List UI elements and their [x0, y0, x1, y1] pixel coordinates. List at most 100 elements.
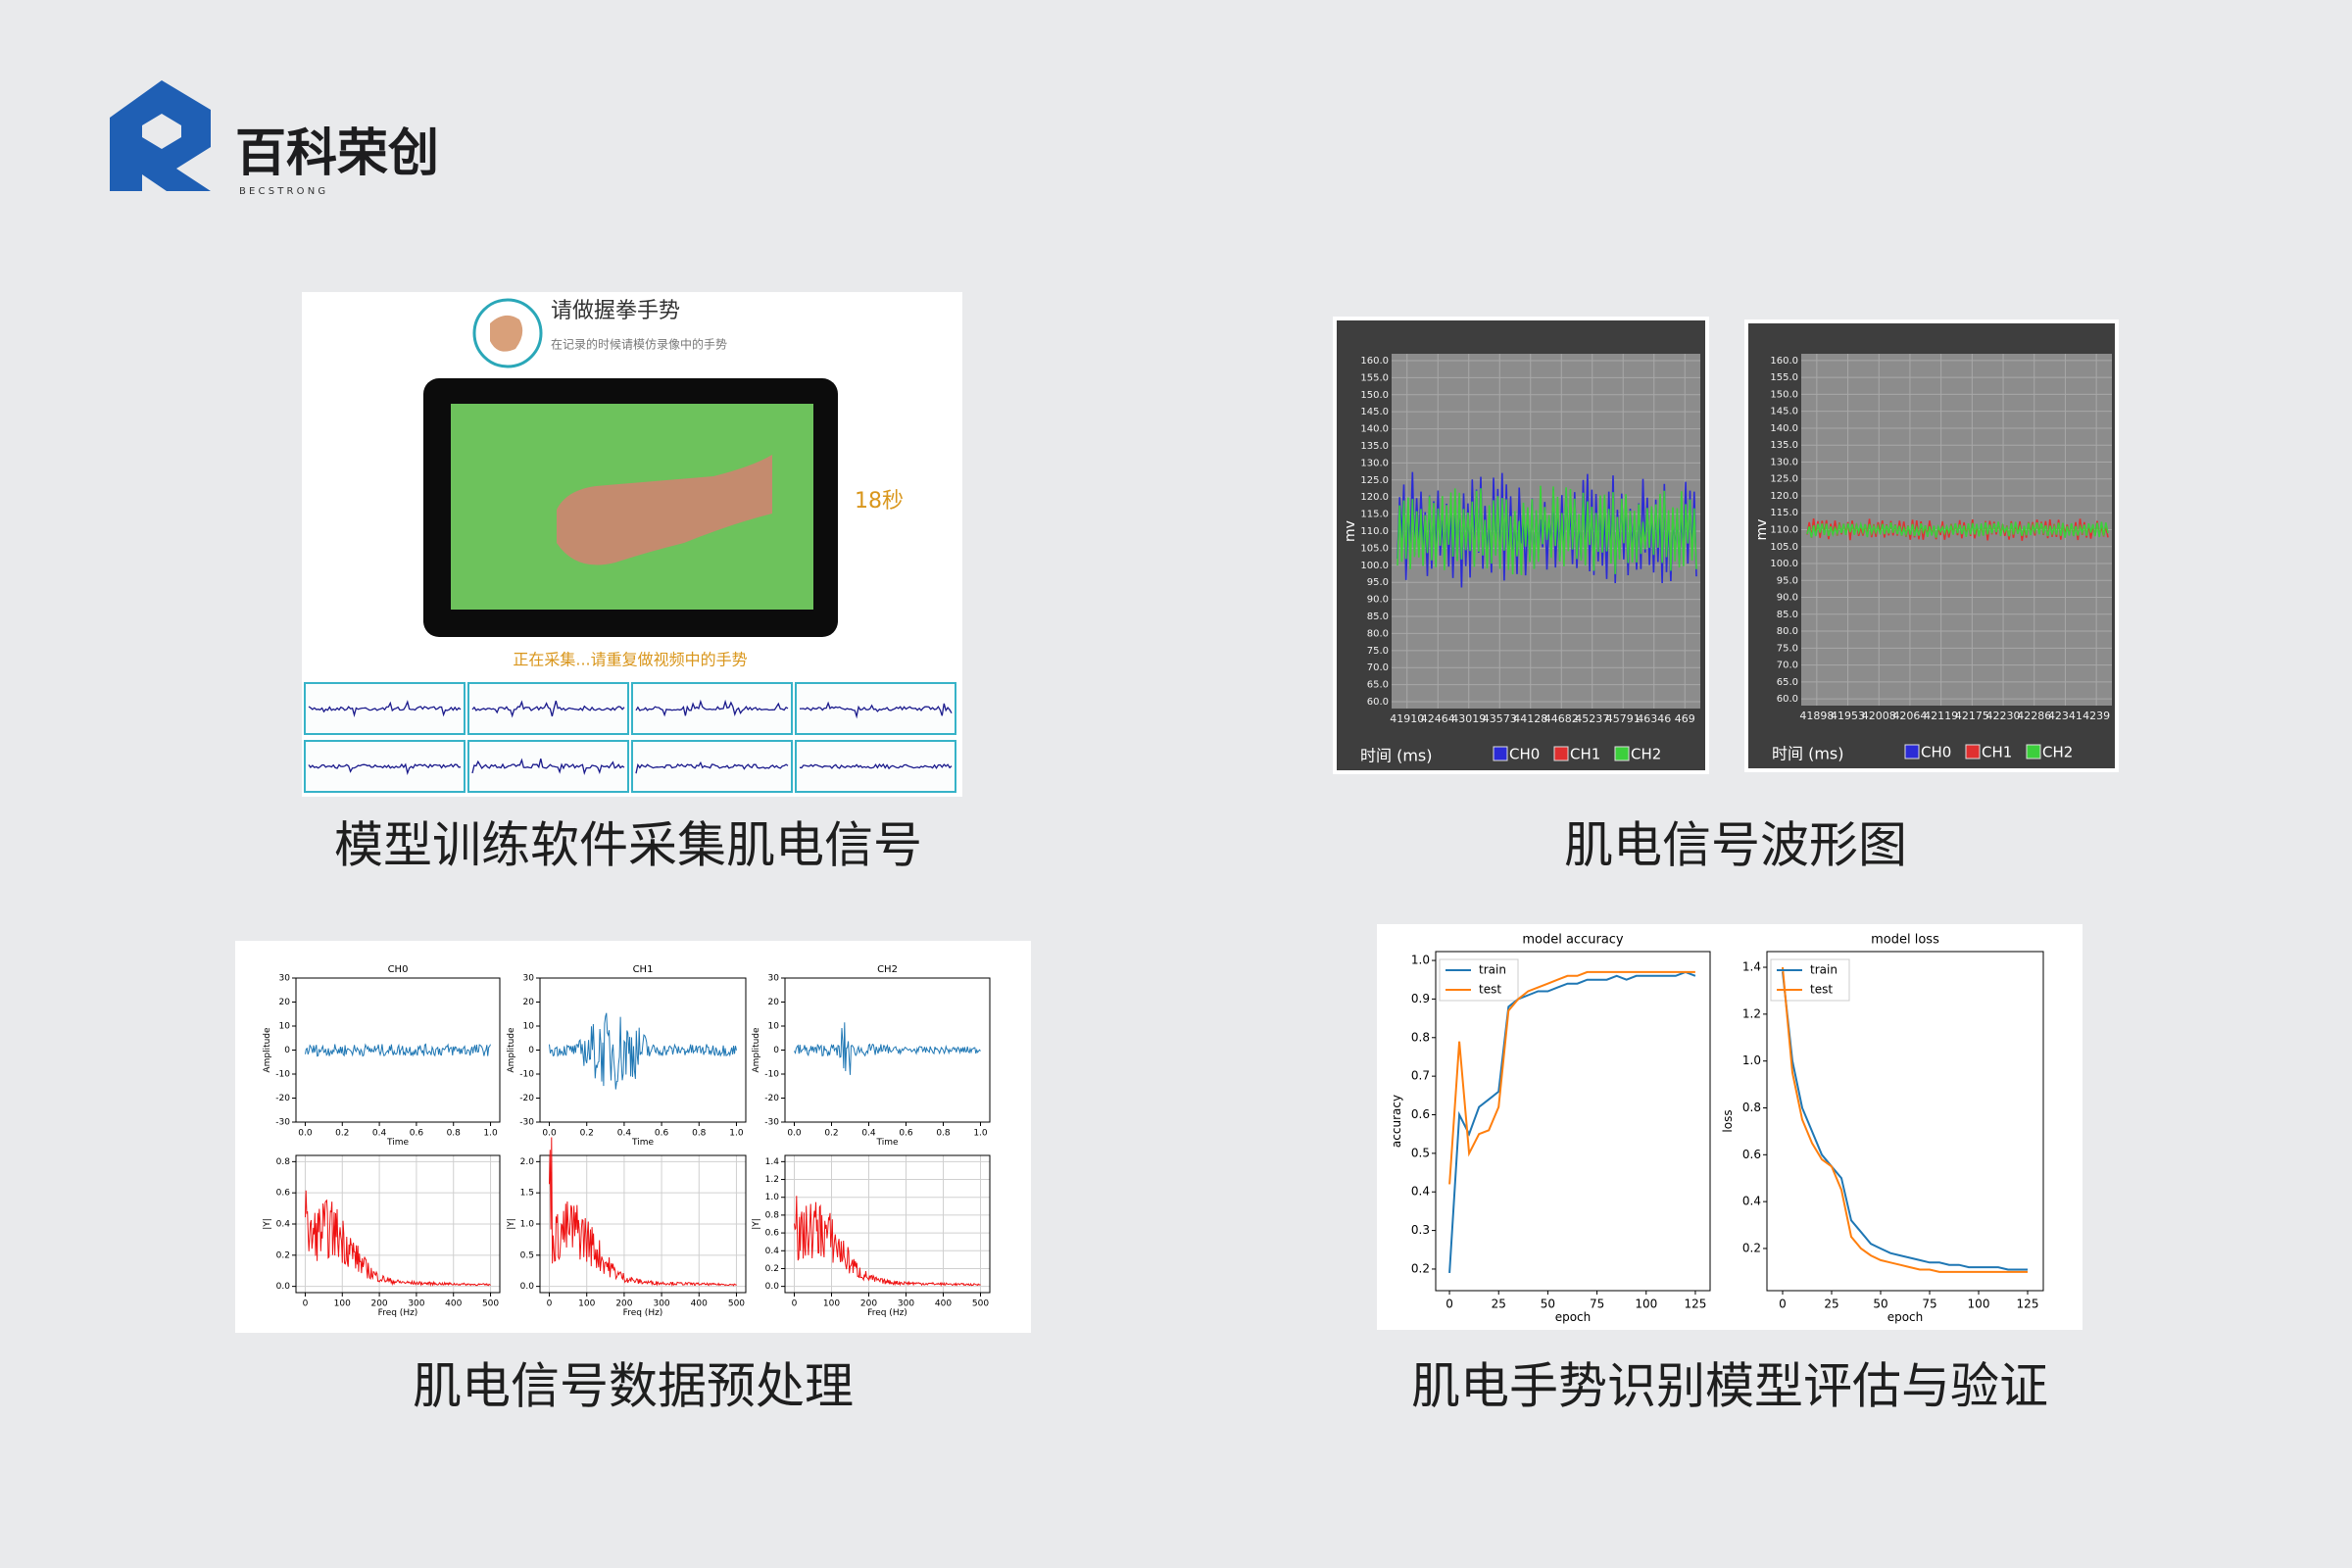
y-tick-label: 95.0 [1777, 575, 1798, 586]
x-tick-label: 42064 [1892, 710, 1927, 722]
plot-frame [539, 977, 747, 1123]
x-axis-label: Freq (Hz) [867, 1308, 907, 1318]
y-tick-label: 0.6 [765, 1229, 780, 1239]
y-tick-label: 0.5 [520, 1250, 534, 1260]
y-tick-label: 140.0 [1360, 424, 1389, 435]
x-tick-label: 46346 [1637, 712, 1671, 725]
signal-trace [549, 1012, 737, 1090]
y-tick-label: 0.7 [1411, 1069, 1430, 1083]
y-tick-label: 85.0 [1777, 610, 1798, 620]
y-tick-label: 115.0 [1360, 510, 1389, 520]
y-tick-label: 0.2 [1742, 1241, 1761, 1254]
x-tick-label: 0.0 [542, 1129, 557, 1139]
y-tick-label: 0.5 [1411, 1146, 1430, 1159]
y-tick-label: 0.0 [520, 1282, 535, 1292]
y-axis-label: accuracy [1390, 1095, 1403, 1148]
signal-trace [794, 1022, 981, 1075]
caption: 肌电信号数据预处理 [413, 1358, 854, 1415]
y-tick-label: 0.4 [1411, 1185, 1430, 1199]
x-tick-label: 43019 [1451, 712, 1486, 725]
y-tick-label: 0.0 [765, 1282, 780, 1292]
x-tick-label: 41953 [1831, 710, 1865, 722]
y-tick-label: 20 [523, 998, 535, 1007]
signal-box [631, 682, 793, 735]
legend-swatch [1493, 746, 1508, 761]
y-tick-label: 145.0 [1360, 407, 1389, 417]
y-tick-label: 65.0 [1367, 680, 1389, 691]
y-axis-label: mv [1343, 520, 1358, 542]
y-tick-label: 1.0 [1742, 1054, 1761, 1067]
y-tick-label: 1.0 [765, 1193, 780, 1202]
x-tick-label: 100 [578, 1299, 595, 1309]
y-tick-label: 10 [279, 1022, 291, 1032]
y-tick-label: -10 [519, 1070, 534, 1080]
x-tick-label: 200 [370, 1299, 387, 1309]
x-tick-label: 1.0 [729, 1129, 744, 1139]
x-tick-label: 0 [792, 1299, 798, 1309]
y-tick-label: 0 [284, 1046, 290, 1055]
y-tick-label: 1.0 [1411, 954, 1430, 967]
y-tick-label: 0.6 [1742, 1148, 1761, 1161]
x-axis-label: Time [631, 1138, 654, 1148]
status: 正在采集...请重复做视频中的手势 [513, 651, 747, 669]
signal-trace [308, 762, 462, 776]
timer: 18秒 [855, 489, 904, 514]
y-tick-label: 105.0 [1770, 542, 1798, 553]
y-tick-label: 1.2 [1742, 1006, 1761, 1020]
spectrum-trace [794, 1196, 981, 1287]
x-tick-label: 100 [1635, 1298, 1657, 1311]
plot-frame [1435, 951, 1711, 1292]
x-tick-label: 4239 [2082, 710, 2110, 722]
plot-frame [539, 1154, 747, 1294]
y-tick-label: 90.0 [1367, 595, 1389, 606]
x-tick-label: 42119 [1924, 710, 1958, 722]
y-tick-label: 100.0 [1770, 559, 1798, 569]
x-tick-label: 400 [935, 1299, 952, 1309]
spectrum-trace [305, 1190, 491, 1288]
prompt: 请做握拳手势 [551, 299, 680, 323]
y-tick-label: 100.0 [1360, 561, 1389, 571]
signal-trace [471, 700, 625, 718]
x-tick-label: 400 [691, 1299, 708, 1309]
y-tick-label: 80.0 [1367, 628, 1389, 639]
y-tick-label: 145.0 [1770, 407, 1798, 417]
x-tick-label: 42464 [1421, 712, 1455, 725]
y-tick-label: 2.0 [520, 1157, 535, 1167]
x-tick-label: 0 [303, 1299, 309, 1309]
y-tick-label: 135.0 [1360, 441, 1389, 452]
signal-boxes [304, 682, 956, 793]
y-tick-label: 30 [279, 974, 291, 984]
x-tick-label: 42008 [1862, 710, 1896, 722]
x-tick-label: 50 [1541, 1298, 1555, 1311]
x-tick-label: 125 [2017, 1298, 2039, 1311]
logo-mark-cut [142, 114, 181, 149]
logo-subtitle: B E C S T R O N G [239, 186, 325, 197]
y-tick-label: 65.0 [1777, 677, 1798, 688]
y-tick-label: 0.0 [276, 1282, 291, 1292]
y-tick-label: 160.0 [1770, 356, 1798, 367]
x-tick-label: 100 [823, 1299, 840, 1309]
y-tick-label: 90.0 [1777, 593, 1798, 604]
evaluation-panel: 0.2 0.3 0.4 0.5 0.6 0.7 0.8 0.9 1.0 0 25 50 75 100 125… [1377, 924, 2082, 1330]
y-axis-label: Amplitude [263, 1027, 272, 1073]
y-tick-label: 140.0 [1770, 423, 1798, 434]
y-tick-label: 0.6 [276, 1189, 291, 1199]
y-tick-label: 30 [523, 974, 535, 984]
signal-trace [1806, 521, 2109, 538]
legend-swatch [1904, 744, 1920, 760]
x-tick-label: 0.0 [298, 1129, 313, 1139]
x-axis-label: Time [386, 1138, 409, 1148]
y-tick-label: 110.0 [1360, 526, 1389, 537]
x-tick-label: 200 [860, 1299, 877, 1309]
x-tick-label: 0.8 [692, 1129, 707, 1139]
signal-trace [635, 760, 789, 774]
y-tick-label: -20 [764, 1094, 779, 1103]
x-axis-label: epoch [1555, 1310, 1592, 1324]
y-axis-label: Amplitude [507, 1027, 516, 1073]
y-tick-label: 75.0 [1777, 643, 1798, 654]
x-tick-label: 125 [1684, 1298, 1706, 1311]
legend-label: train [1810, 963, 1838, 977]
y-tick-label: -20 [275, 1094, 290, 1103]
y-tick-label: 155.0 [1360, 372, 1389, 383]
